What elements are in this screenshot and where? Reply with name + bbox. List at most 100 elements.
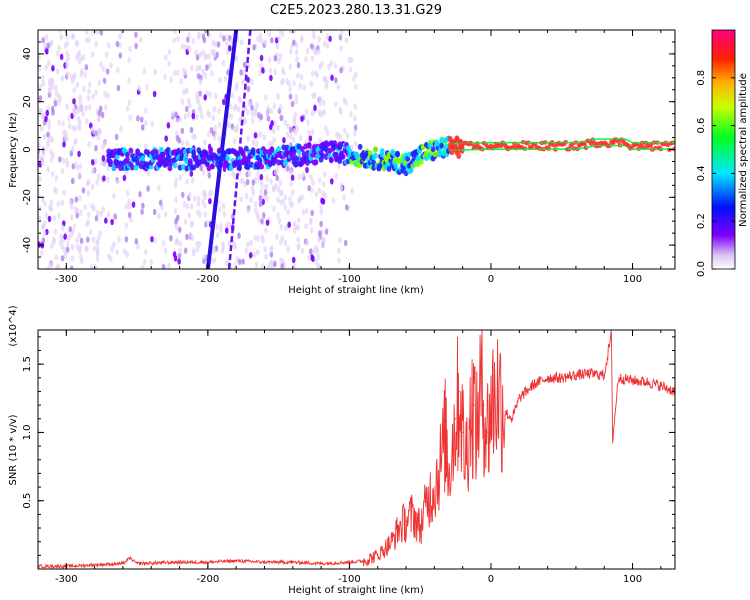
- noise-speck: [336, 162, 341, 170]
- ridge-edge: [471, 142, 474, 144]
- ridge-dot: [418, 158, 424, 165]
- noise-speck: [338, 106, 343, 114]
- noise-speck: [46, 59, 51, 67]
- ridge-edge: [666, 141, 669, 144]
- noise-speck: [259, 173, 264, 181]
- noise-speck: [321, 242, 325, 249]
- snr-point: [547, 377, 549, 379]
- ridge-dot: [305, 149, 310, 156]
- snr-ylabel: SNR (10 * v/v): [8, 414, 19, 485]
- noise-speck: [192, 195, 197, 203]
- noise-speck: [102, 77, 107, 84]
- noise-speck: [259, 113, 264, 121]
- noise-speck: [329, 60, 334, 67]
- ridge-edge: [571, 141, 574, 144]
- noise-speck: [203, 72, 208, 80]
- noise-speck: [288, 86, 293, 93]
- ridge-edge: [488, 141, 491, 144]
- noise-speck: [258, 195, 263, 202]
- ridge-edge: [637, 141, 640, 144]
- noise-speck: [67, 234, 71, 241]
- ridge-dot: [160, 151, 166, 158]
- noise-speck: [273, 169, 278, 176]
- ridge-edge: [610, 138, 613, 140]
- noise-speck: [212, 51, 217, 58]
- noise-speck: [44, 64, 49, 71]
- ridge-edge: [641, 148, 644, 150]
- noise-speck: [323, 76, 328, 83]
- ridge-edge: [673, 141, 675, 144]
- noise-speck: [77, 125, 82, 132]
- ridge-dot: [240, 149, 246, 156]
- noise-speck: [59, 233, 64, 240]
- ridge-edge: [466, 149, 469, 151]
- ridge-edge: [632, 148, 635, 150]
- noise-speck: [267, 30, 272, 38]
- noise-speck: [219, 32, 223, 39]
- ridge-edge: [510, 141, 513, 144]
- noise-speck: [295, 125, 300, 132]
- ridge-dot: [159, 147, 164, 154]
- noise-speck: [295, 56, 299, 63]
- noise-speck: [319, 208, 324, 216]
- ridge-edge: [588, 139, 591, 142]
- noise-speck: [254, 261, 259, 268]
- noise-speck: [67, 115, 71, 122]
- noise-speck: [275, 43, 280, 50]
- noise-speck: [108, 255, 113, 262]
- snr-point: [504, 411, 506, 413]
- noise-speck: [61, 157, 66, 164]
- noise-speck: [293, 111, 298, 118]
- ridge-edge: [574, 141, 577, 144]
- noise-speck: [318, 100, 322, 107]
- snr-point: [469, 418, 471, 420]
- ridge-edge: [464, 149, 467, 151]
- snr-xtick-label: 100: [623, 574, 642, 585]
- noise-speck: [305, 166, 309, 174]
- noise-speck: [250, 78, 254, 86]
- colorbar-tick-label: 0.2: [696, 213, 707, 229]
- ridge-edge: [557, 148, 560, 150]
- noise-speck: [87, 104, 92, 111]
- noise-speck: [301, 208, 306, 216]
- ridge-edge: [561, 148, 564, 150]
- noise-speck: [53, 84, 58, 91]
- noise-speck: [79, 258, 84, 265]
- noise-speck: [232, 104, 237, 112]
- noise-speck: [244, 247, 248, 254]
- noise-speck: [292, 119, 297, 126]
- snr-ytick-label: 1.5: [22, 356, 33, 372]
- noise-speck: [253, 234, 258, 242]
- ridge-edge: [605, 138, 608, 140]
- noise-speck: [249, 196, 253, 204]
- ridge-edge: [503, 148, 506, 150]
- noise-speck: [304, 56, 308, 63]
- noise-speck: [286, 246, 290, 253]
- ridge-edge: [476, 148, 479, 151]
- ridge-edge: [467, 149, 470, 151]
- noise-speck: [79, 209, 83, 217]
- noise-speck: [296, 72, 300, 79]
- noise-speck: [273, 55, 278, 62]
- noise-speck: [110, 218, 114, 226]
- noise-speck: [95, 30, 99, 35]
- noise-speck: [38, 64, 42, 72]
- noise-speck: [187, 45, 192, 53]
- noise-speck: [174, 111, 178, 118]
- noise-speck: [187, 111, 191, 118]
- noise-speck: [268, 260, 273, 267]
- ridge-edge: [658, 141, 661, 144]
- noise-speck: [321, 198, 326, 205]
- noise-speck: [57, 212, 61, 219]
- ridge-edge: [486, 142, 489, 144]
- noise-speck: [314, 191, 319, 198]
- noise-speck: [258, 69, 262, 77]
- noise-speck: [253, 200, 258, 208]
- ridge-edge: [515, 148, 518, 150]
- noise-speck: [319, 220, 323, 228]
- noise-speck: [290, 100, 295, 108]
- noise-speck: [237, 95, 241, 102]
- noise-speck: [229, 38, 234, 45]
- ridge-edge: [479, 142, 482, 144]
- noise-speck: [283, 239, 288, 247]
